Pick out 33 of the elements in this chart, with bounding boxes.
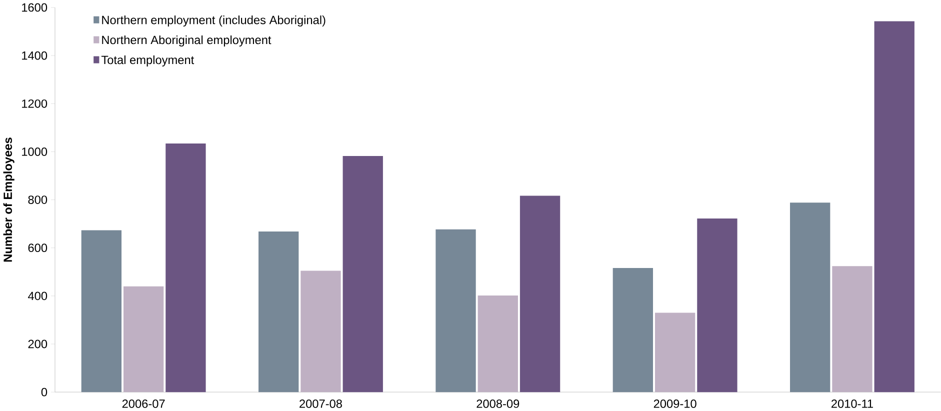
bar [436,229,476,392]
y-tick-label: 1400 [22,51,48,60]
y-tick-label: 1000 [22,147,48,156]
bar [342,156,383,392]
y-tick-label: 400 [28,292,48,300]
bar [832,266,872,392]
bar [300,270,341,392]
x-tick-label: 2009-10 [654,399,696,408]
legend-label: Total employment [101,55,194,66]
bar [874,21,914,392]
y-tick-label: 1200 [22,99,48,108]
bar [612,268,654,392]
bar [478,295,518,392]
y-tick-label: 200 [28,340,48,348]
y-tick-label: 1600 [22,3,48,12]
bar [654,312,696,392]
y-tick-label: 600 [28,244,48,252]
bar [81,230,122,392]
legend-label: Northern employment (includes Aboriginal) [102,15,326,26]
bar [166,143,206,392]
bar [520,196,560,392]
y-tick-label: 800 [28,195,48,204]
x-tick-label: 2006-07 [122,399,165,408]
bar [258,231,299,392]
bar [123,286,164,392]
bar [790,202,830,392]
x-tick-label: 2010-11 [831,399,873,408]
x-tick-label: 2007-08 [300,399,342,408]
y-tick-label: 0 [41,388,48,396]
bar [697,218,738,392]
y-axis-title: Number of Employees [3,138,14,262]
legend-label: Northern Aboriginal employment [102,35,272,46]
x-tick-label: 2008-09 [476,399,520,408]
